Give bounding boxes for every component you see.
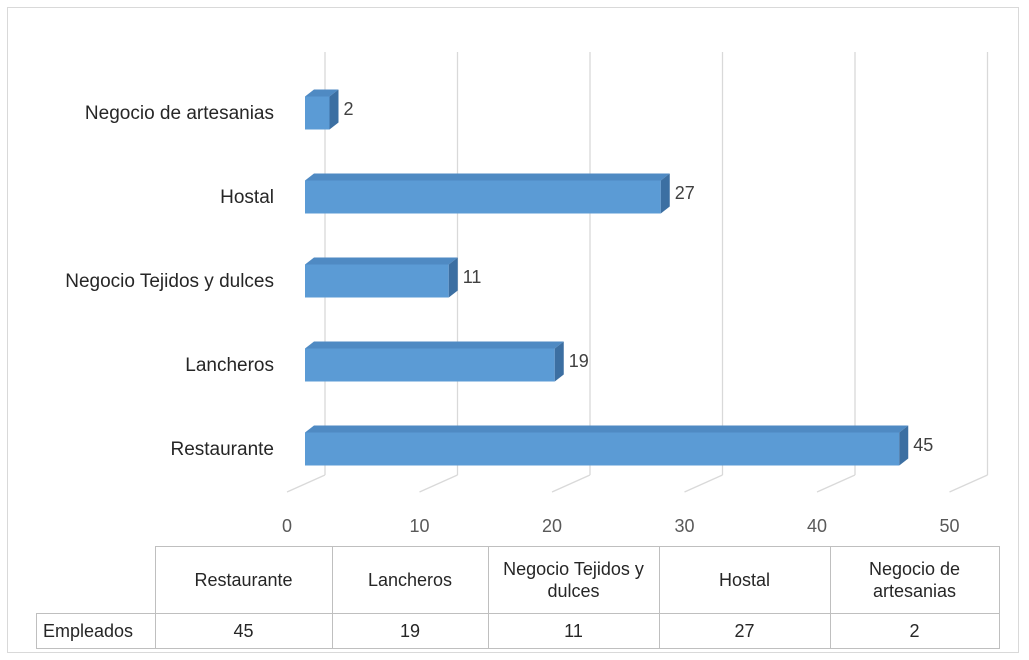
data-table-cell: 19 [331,612,489,649]
data-table-cell: 2 [829,612,1000,649]
data-labels: 45 19 11 27 2 [344,99,934,455]
bar [305,348,555,382]
floor-gridline [286,474,326,493]
bar [305,432,900,466]
floor-gridline [551,474,591,493]
data-table-header: Hostal [658,546,831,614]
data-table-header: Restaurante [154,546,333,614]
category-labels: Restaurante Lancheros Negocio Tejidos y du… [65,103,274,460]
gridlines [286,52,989,493]
data-table-cell: 45 [154,612,333,649]
bar [305,96,330,130]
x-tick-label: 50 [939,516,959,536]
bar-top-face [305,89,339,97]
data-table-header: Negocio Tejidos y dulces [487,546,660,614]
category-label: Lancheros [185,355,274,376]
x-tick-label: 40 [807,516,827,536]
chart-frame [7,7,1019,653]
bar-end-face [329,89,339,130]
data-table-cell: 11 [487,612,660,649]
floor-gridline [419,474,458,493]
bar-end-face [899,425,909,466]
floor-gridline [684,474,723,493]
bar-end-face [554,341,564,382]
bars [305,89,909,466]
bar-top-face [305,341,564,349]
x-tick-label: 0 [282,516,292,536]
data-table-cell: 27 [658,612,831,649]
data-table-header: Negocio de artesanias [829,546,1000,614]
data-table-header: Lancheros [331,546,489,614]
data-table-header-row: Restaurante Lancheros Negocio Tejidos y … [37,546,1000,614]
data-label: 11 [463,267,482,287]
data-table-corner [37,547,156,614]
data-table: Restaurante Lancheros Negocio Tejidos y … [36,546,1000,649]
bar-top-face [305,257,458,265]
data-label: 45 [913,435,933,455]
x-tick-label: 10 [409,516,429,536]
bar-top-face [305,425,909,433]
x-tick-label: 20 [542,516,562,536]
floor-gridline [816,474,856,493]
category-label: Restaurante [170,439,274,460]
bar-end-face [660,173,670,214]
x-axis-tick-labels: 0 10 20 30 40 50 [282,516,960,536]
bar-end-face [448,257,458,298]
x-tick-label: 30 [674,516,694,536]
data-table-row-label: Empleados [36,612,156,649]
bar [305,180,661,214]
bar [305,264,449,298]
category-label: Hostal [220,187,274,208]
bar-top-face [305,173,670,181]
category-label: Negocio de artesanias [85,103,274,124]
data-table-row: Empleados 45 19 11 27 2 [36,612,1000,649]
floor-gridline [949,474,988,493]
data-label: 19 [569,351,589,371]
bar-chart: Restaurante Lancheros Negocio Tejidos y du… [65,52,989,536]
category-label: Negocio Tejidos y dulces [65,271,274,292]
data-label: 27 [675,183,695,203]
data-label: 2 [344,99,354,119]
